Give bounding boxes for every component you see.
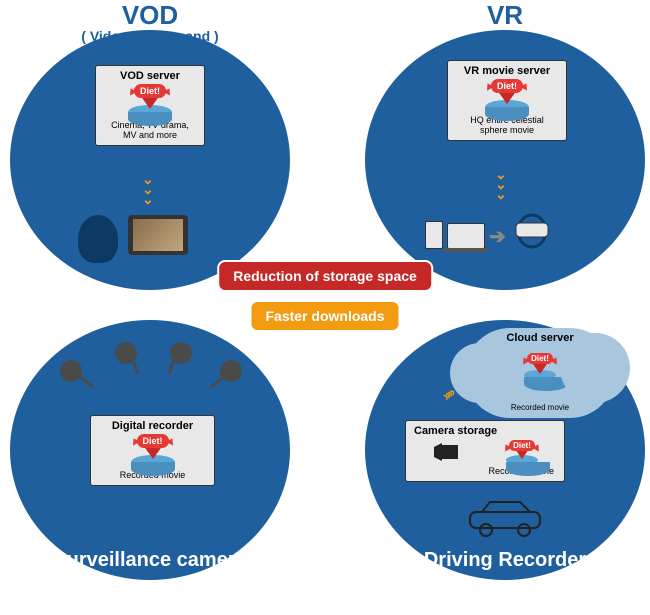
vod-server-box: VOD server Diet! Cinema, TV drama, MV an… xyxy=(95,65,205,146)
chevron-down-icon xyxy=(495,170,507,199)
vr-headset-icon xyxy=(510,205,554,249)
arrow-right-icon: ➔ xyxy=(489,224,506,249)
surveillance-recorder-label: Digital recorder xyxy=(95,420,210,432)
vr-server-box: VR movie server Diet! HQ entire celestia… xyxy=(447,60,567,141)
diet-badge: Diet! xyxy=(527,353,553,364)
diet-badge: Diet! xyxy=(137,434,169,448)
diet-badge: Diet! xyxy=(491,79,523,93)
surveillance-recorder-box: Digital recorder Diet! Recorded movie xyxy=(90,415,215,486)
dome-camera-icon xyxy=(110,342,142,366)
cloud-icon: Cloud server Diet! Recorded movie xyxy=(465,328,615,418)
phone-icon xyxy=(425,221,443,249)
diet-badge: Diet! xyxy=(134,84,166,98)
center-badge-orange: Faster downloads xyxy=(249,300,400,332)
vod-subtitle: ( Video On Demand ) xyxy=(10,28,290,44)
vod-title: VOD xyxy=(10,0,290,31)
surveillance-title: Surveillance camera xyxy=(10,549,290,572)
vod-server-label: VOD server xyxy=(100,70,200,82)
laptop-icon xyxy=(447,223,485,249)
cloud-server-label: Cloud server xyxy=(465,332,615,344)
user-head-icon xyxy=(78,215,118,263)
video-camera-icon xyxy=(432,441,462,463)
driving-title: Driving Recorder xyxy=(365,549,645,572)
chevron-right-icon xyxy=(441,388,455,402)
dome-camera-icon xyxy=(215,360,247,384)
surveillance-circle: Digital recorder Diet! Recorded movie Su… xyxy=(10,320,290,580)
vr-circle: VR VR movie server Diet! HQ entire celes… xyxy=(365,30,645,290)
car-icon xyxy=(460,498,550,540)
tablet-icon xyxy=(128,215,188,255)
vr-server-label: VR movie server xyxy=(452,65,562,77)
cloud-caption: Recorded movie xyxy=(465,403,615,412)
arrow-down-icon xyxy=(533,364,547,374)
vod-circle: VOD ( Video On Demand ) VOD server Diet!… xyxy=(10,30,290,290)
chevron-down-icon xyxy=(142,175,154,204)
device-row: ➔ xyxy=(425,205,554,249)
center-badge-red: Reduction of storage space xyxy=(217,260,433,292)
dome-camera-icon xyxy=(55,360,87,384)
vr-title: VR xyxy=(365,0,645,31)
diet-badge: Diet! xyxy=(509,440,535,451)
driving-circle: Cloud server Diet! Recorded movie Camera… xyxy=(365,320,645,580)
camera-storage-box: Camera storage Diet! Recorded movie xyxy=(405,420,565,482)
camera-storage-label: Camera storage xyxy=(410,425,560,437)
dome-camera-icon xyxy=(165,342,197,366)
